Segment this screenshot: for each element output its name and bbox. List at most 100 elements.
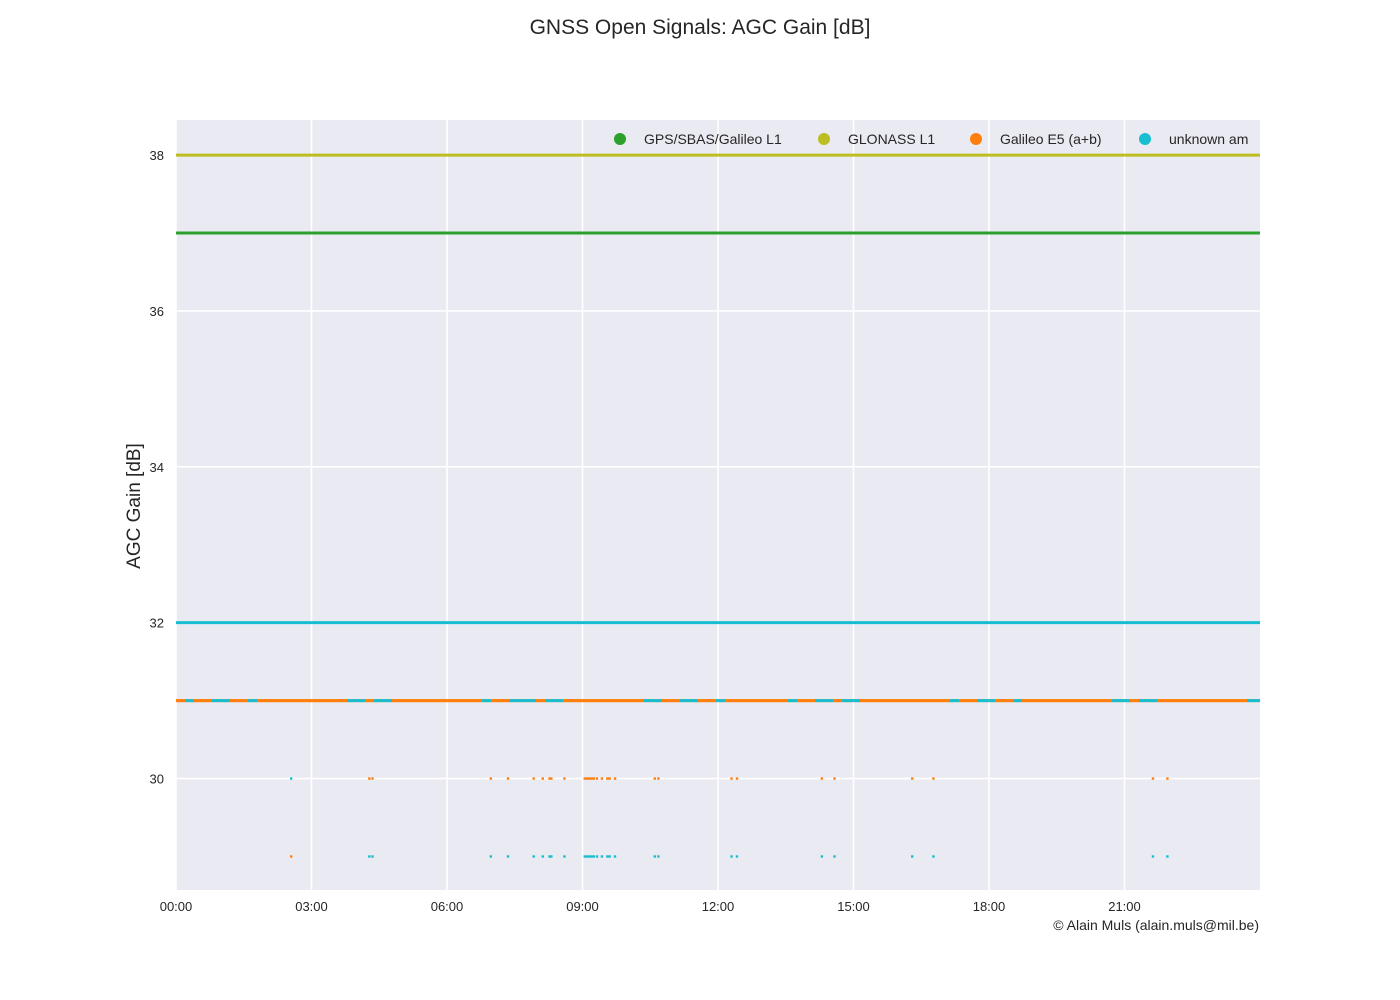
mixed-band-segment	[1004, 699, 1013, 703]
y-axis-label: AGC Gain [dB]	[124, 443, 145, 569]
mixed-band-segment	[950, 699, 959, 703]
series-point-2	[563, 777, 566, 780]
mixed-band-segment	[266, 699, 275, 703]
y-tick-label: 38	[150, 148, 164, 163]
mixed-band-segment	[824, 699, 833, 703]
series-point-3	[532, 855, 535, 858]
mixed-band-segment	[698, 699, 707, 703]
mixed-band-segment	[626, 699, 635, 703]
series-point-3	[583, 855, 586, 858]
series-point-3	[371, 855, 374, 858]
series-point-3	[653, 855, 656, 858]
mixed-band-segment	[608, 699, 617, 703]
mixed-band-segment	[1184, 699, 1193, 703]
mixed-band-segment	[554, 699, 563, 703]
mixed-band-segment	[491, 699, 500, 703]
series-point-2	[595, 777, 599, 780]
mixed-band-segment	[923, 699, 932, 703]
x-tick-label: 03:00	[295, 899, 328, 914]
mixed-band-segment	[833, 699, 842, 703]
mixed-band-segment	[887, 699, 896, 703]
mixed-band-segment	[1058, 699, 1067, 703]
mixed-band-segment	[1130, 699, 1139, 703]
mixed-band-segment	[194, 699, 203, 703]
mixed-band-segment	[707, 699, 716, 703]
mixed-band-segment	[842, 699, 851, 703]
mixed-band-segment	[761, 699, 770, 703]
series-point-3	[548, 855, 551, 858]
mixed-band-segment	[482, 699, 491, 703]
mixed-band-segment	[455, 699, 464, 703]
y-axis-ticks: 30 32 34 36 38	[150, 148, 164, 786]
series-point-3	[606, 855, 609, 858]
mixed-band-segment	[1220, 699, 1229, 703]
mixed-band-segment	[968, 699, 977, 703]
mixed-band-segment	[644, 699, 653, 703]
mixed-band-segment	[374, 699, 383, 703]
series-point-2	[541, 777, 544, 780]
mixed-band-segment	[419, 699, 428, 703]
mixed-band-segment	[464, 699, 473, 703]
mixed-band-segment	[851, 699, 860, 703]
mixed-band-segment	[599, 699, 608, 703]
mixed-band-segment	[527, 699, 536, 703]
mixed-band-segment	[995, 699, 1004, 703]
y-tick-label: 34	[150, 460, 164, 475]
series-point-2	[583, 777, 586, 780]
series-point-3	[563, 855, 566, 858]
mixed-band-segment	[383, 699, 392, 703]
legend-marker	[1139, 133, 1151, 145]
x-tick-label: 00:00	[160, 899, 193, 914]
mixed-band-segment	[1121, 699, 1130, 703]
y-tick-label: 32	[150, 616, 164, 631]
mixed-band-segment	[1202, 699, 1211, 703]
series-point-3	[608, 855, 611, 858]
mixed-band-segment	[932, 699, 941, 703]
mixed-band-segment	[806, 699, 815, 703]
series-point-3	[613, 855, 617, 858]
mixed-band-segment	[275, 699, 284, 703]
legend-marker	[818, 133, 830, 145]
mixed-band-segment	[230, 699, 239, 703]
mixed-band-segment	[1103, 699, 1112, 703]
mixed-band-segment	[1022, 699, 1031, 703]
mixed-band-segment	[320, 699, 329, 703]
mixed-band-segment	[302, 699, 311, 703]
mixed-band-segment	[212, 699, 221, 703]
mixed-band-segment	[743, 699, 752, 703]
y-tick-label: 36	[150, 304, 164, 319]
mixed-band-segment	[986, 699, 995, 703]
mixed-band-segment	[185, 699, 194, 703]
x-tick-label: 21:00	[1108, 899, 1141, 914]
series-point-3	[1166, 855, 1169, 858]
series-point-3	[590, 855, 593, 858]
legend[interactable]: GPS/SBAS/Galileo L1 GLONASS L1 Galileo E5 …	[614, 131, 1248, 147]
mixed-band-segment	[977, 699, 986, 703]
series-point-2	[590, 777, 593, 780]
mixed-band-segment	[1076, 699, 1085, 703]
series-point-2	[606, 777, 609, 780]
mixed-band-segment	[914, 699, 923, 703]
series-point-3	[585, 855, 589, 858]
mixed-band-segment	[635, 699, 644, 703]
series-point-3	[506, 855, 510, 858]
series-point-2	[600, 777, 604, 780]
mixed-band-segment	[1148, 699, 1157, 703]
series-point-2	[911, 777, 914, 780]
x-tick-label: 06:00	[431, 899, 464, 914]
series-point-3	[588, 855, 591, 858]
mixed-band-segment	[716, 699, 725, 703]
mixed-band-segment	[536, 699, 545, 703]
legend-marker	[614, 133, 626, 145]
series-point-3	[368, 855, 371, 858]
series-point-2	[368, 777, 371, 780]
mixed-band-segment	[770, 699, 779, 703]
mixed-band-segment	[284, 699, 293, 703]
mixed-band-segment	[869, 699, 878, 703]
mixed-band-segment	[905, 699, 914, 703]
mixed-band-segment	[1040, 699, 1049, 703]
mixed-band-segment	[221, 699, 230, 703]
series-point-3	[550, 855, 553, 858]
mixed-band-segment	[1112, 699, 1121, 703]
mixed-band-segment	[959, 699, 968, 703]
